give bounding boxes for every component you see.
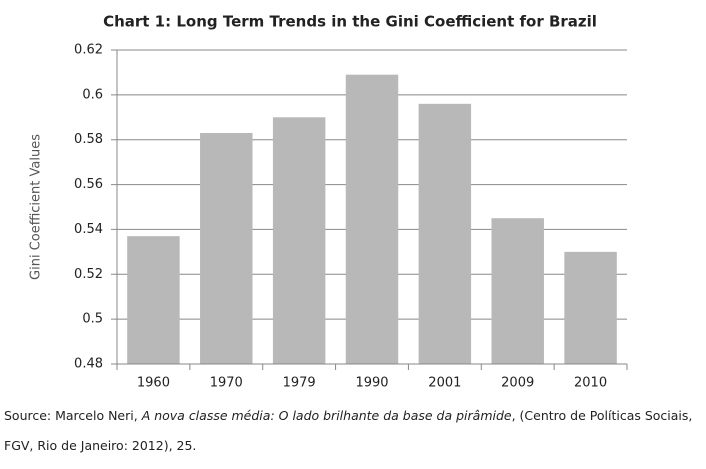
x-tick-label: 2009	[501, 376, 534, 391]
x-tick-label: 2001	[428, 376, 461, 391]
y-tick-label: 0.56	[74, 177, 103, 192]
bar	[272, 117, 326, 365]
chart: Chart 1: Long Term Trends in the Gini Co…	[29, 13, 628, 391]
source-text: Source: Marcelo Neri,	[4, 408, 142, 423]
source-note: Source: Marcelo Neri, A nova classe médi…	[4, 401, 694, 461]
source-text: , (Centro de Políticas Sociais, FGV, Rio…	[4, 408, 693, 453]
y-tick-label: 0.6	[82, 87, 103, 102]
bar	[491, 218, 544, 364]
source-title: A nova classe média: O lado brilhante da…	[141, 408, 512, 423]
y-tick-label: 0.62	[74, 43, 103, 58]
y-tick-label: 0.5	[82, 312, 103, 327]
x-tick-label: 1960	[137, 376, 170, 391]
bar	[418, 103, 472, 364]
bar	[127, 236, 180, 364]
chart-title: Chart 1: Long Term Trends in the Gini Co…	[103, 13, 597, 31]
x-tick-label: 1979	[283, 376, 316, 391]
y-tick-label: 0.58	[74, 132, 103, 147]
x-tick-label: 1970	[210, 376, 243, 391]
y-tick-label: 0.54	[74, 222, 103, 237]
bar	[345, 74, 399, 365]
y-tick-label: 0.48	[74, 357, 103, 372]
x-tick-label: 2010	[574, 376, 607, 391]
y-axis-label: Gini Coefficient Values	[29, 134, 44, 280]
y-tick-label: 0.52	[74, 267, 103, 282]
bar	[564, 251, 617, 364]
bar	[200, 132, 253, 364]
x-tick-label: 1990	[355, 376, 388, 391]
